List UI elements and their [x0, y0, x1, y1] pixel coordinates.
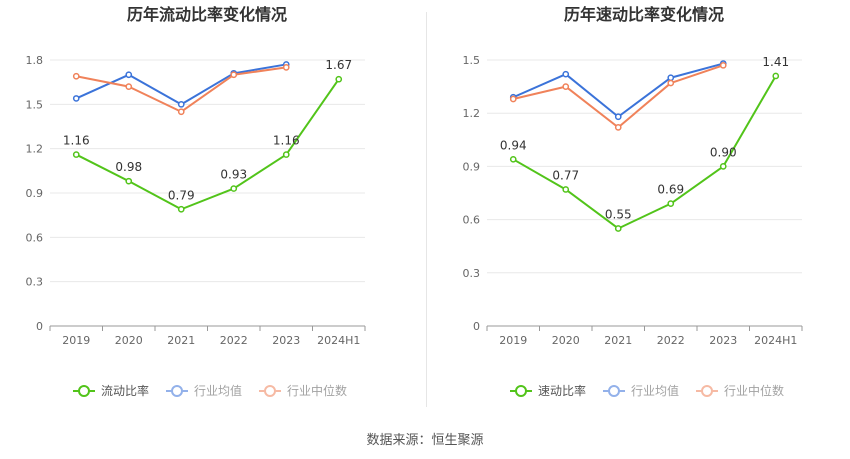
panel-divider [426, 12, 427, 407]
legend-marker [78, 385, 90, 397]
data-point-median [614, 124, 622, 131]
data-label: 1.67 [325, 58, 352, 72]
data-source-note: 数据来源：恒生聚源 [366, 433, 484, 448]
x-tick-label: 2021 [167, 334, 195, 347]
data-point-avg [562, 70, 570, 78]
data-label: 0.98 [115, 160, 142, 174]
data-label: 0.94 [500, 138, 527, 152]
x-tick-label: 2020 [115, 334, 143, 347]
data-label: 1.16 [63, 134, 90, 148]
data-point-main [282, 151, 290, 158]
x-tick-label: 2020 [552, 334, 580, 347]
data-point-main [719, 163, 727, 170]
data-point-main [72, 151, 80, 158]
y-tick-label: 0.6 [26, 231, 44, 244]
y-tick-label: 1.5 [463, 54, 481, 67]
data-point-main [177, 205, 185, 213]
data-point-median [282, 64, 290, 71]
data-point-main [509, 155, 517, 163]
data-point-median [125, 83, 133, 90]
legend-label: 速动比率 [538, 383, 586, 398]
legend-item-median: 行业中位数 [259, 383, 347, 398]
data-point-avg [125, 71, 133, 79]
data-point-main [335, 75, 343, 83]
legend-item-main: 速动比率 [510, 383, 586, 398]
data-point-avg [177, 100, 185, 108]
legend-item-avg: 行业均值 [166, 383, 242, 398]
x-tick-label: 2023 [272, 334, 300, 347]
data-label: 1.41 [762, 55, 789, 69]
legend-item-avg: 行业均值 [603, 383, 679, 398]
y-tick-label: 0 [473, 320, 480, 333]
data-point-main [562, 186, 570, 193]
legend-marker [608, 385, 620, 397]
data-point-median [509, 95, 517, 103]
series-line-main [512, 75, 777, 230]
y-tick-label: 0.9 [463, 160, 481, 173]
y-tick-label: 1.2 [463, 107, 481, 120]
data-point-main [125, 177, 133, 185]
data-point-main [614, 225, 622, 232]
chart-title: 历年速动比率变化情况 [564, 5, 724, 24]
x-tick-label: 2019 [499, 334, 527, 347]
data-label: 0.77 [552, 168, 579, 182]
series-line-main [75, 78, 340, 211]
data-point-main [772, 72, 780, 80]
legend-item-median: 行业中位数 [696, 383, 784, 398]
data-label: 0.69 [657, 183, 684, 197]
series-line-avg [75, 63, 287, 106]
legend-label: 行业均值 [631, 383, 679, 398]
data-label: 0.90 [710, 145, 737, 159]
data-point-avg [614, 113, 622, 121]
y-tick-label: 0.9 [26, 187, 44, 200]
data-point-median [667, 79, 675, 87]
legend-marker [701, 385, 713, 397]
data-point-median [230, 71, 238, 79]
legend-label: 流动比率 [101, 383, 149, 398]
data-point-avg [72, 95, 80, 102]
legend-label: 行业中位数 [724, 383, 784, 398]
data-label: 1.16 [273, 134, 300, 148]
data-point-median [177, 108, 185, 116]
series-line-avg [512, 62, 724, 118]
data-point-main [230, 185, 238, 192]
y-tick-label: 1.8 [26, 54, 44, 67]
x-tick-label: 2024H1 [754, 334, 797, 347]
data-point-median [562, 83, 570, 90]
data-label: 0.55 [605, 207, 632, 221]
y-tick-label: 0.3 [26, 276, 44, 289]
legend-label: 行业中位数 [287, 383, 347, 398]
x-tick-label: 2024H1 [317, 334, 360, 347]
legend-label: 行业均值 [194, 383, 242, 398]
legend-marker [171, 385, 183, 397]
y-tick-label: 1.5 [26, 98, 44, 111]
x-tick-label: 2019 [62, 334, 90, 347]
data-point-main [667, 200, 675, 207]
legend-marker [515, 385, 527, 397]
y-tick-label: 0.6 [463, 214, 481, 227]
data-point-median [72, 72, 80, 80]
chart-panel-2: 历年速动比率变化情况 0 0.3 0.6 0.9 1.2 1.5 2019 2020 2021 20… [463, 5, 803, 398]
data-label: 0.79 [168, 188, 195, 202]
legend-marker [264, 385, 276, 397]
x-tick-label: 2022 [220, 334, 248, 347]
chart-panel-1: 历年流动比率变化情况 0 0.3 0.6 0.9 1.2 1.5 1.8 2019 2020 202… [26, 5, 366, 398]
x-tick-label: 2023 [709, 334, 737, 347]
x-tick-label: 2021 [604, 334, 632, 347]
y-tick-label: 0.3 [463, 267, 481, 280]
y-tick-label: 1.2 [26, 143, 44, 156]
data-label: 0.93 [220, 168, 247, 182]
chart-title: 历年流动比率变化情况 [127, 5, 287, 24]
x-tick-label: 2022 [657, 334, 685, 347]
data-point-median [719, 61, 727, 69]
legend-item-main: 流动比率 [73, 383, 149, 398]
y-tick-label: 0 [36, 320, 43, 333]
data-point-avg [667, 74, 675, 82]
